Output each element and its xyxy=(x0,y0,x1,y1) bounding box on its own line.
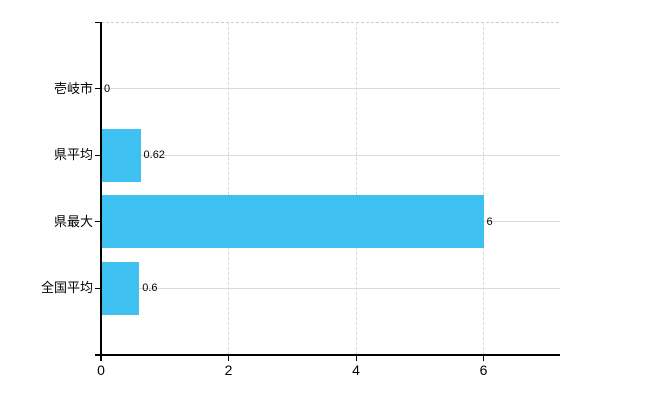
x-tick-label: 6 xyxy=(479,362,488,378)
plot-top-border xyxy=(101,22,560,23)
y-axis-tick xyxy=(95,154,101,156)
bar xyxy=(101,195,484,249)
x-axis-tick xyxy=(100,356,102,361)
value-label: 0 xyxy=(104,82,111,95)
y-axis-line xyxy=(100,22,102,361)
bar xyxy=(101,261,140,315)
category-label: 県平均 xyxy=(53,147,93,163)
vertical-gridline xyxy=(228,22,229,355)
y-axis-tick xyxy=(95,22,101,23)
x-axis-tick xyxy=(483,356,484,361)
horizontal-gridline xyxy=(101,88,560,90)
bar xyxy=(101,128,141,182)
vertical-gridline xyxy=(355,22,357,355)
y-axis-tick xyxy=(95,88,101,90)
value-label: 0.6 xyxy=(142,282,158,295)
category-label: 県最大 xyxy=(53,213,93,229)
y-axis-tick xyxy=(95,221,101,223)
value-label: 6 xyxy=(486,215,493,228)
x-axis-tick xyxy=(228,356,229,361)
x-tick-label: 4 xyxy=(352,362,360,378)
x-tick-label: 2 xyxy=(224,362,233,378)
horizontal-gridline xyxy=(101,154,560,156)
x-axis-line xyxy=(95,354,560,356)
value-label: 0.62 xyxy=(143,149,165,162)
x-axis-tick xyxy=(355,356,357,361)
vertical-gridline xyxy=(483,22,484,355)
x-tick-label: 0 xyxy=(97,362,105,378)
category-label: 壱岐市 xyxy=(53,80,93,96)
category-label: 全国平均 xyxy=(40,280,93,296)
y-axis-tick xyxy=(95,287,101,289)
horizontal-gridline xyxy=(101,287,560,289)
